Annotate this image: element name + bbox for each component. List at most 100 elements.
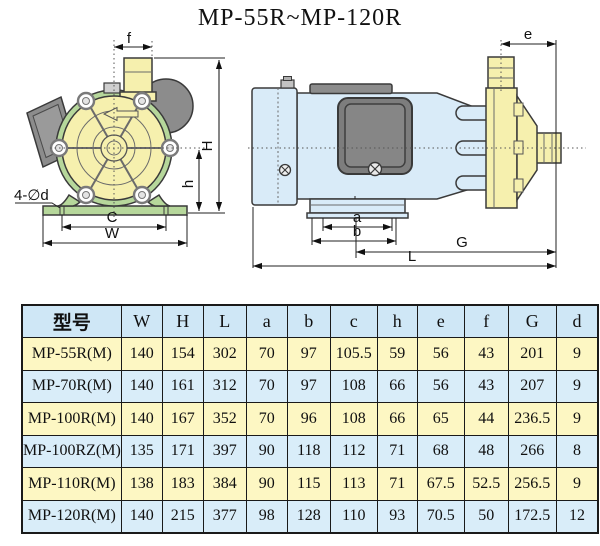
value-cell: 9 — [555, 467, 599, 501]
value-cell: 70 — [245, 369, 288, 403]
value-cell: 59 — [376, 337, 418, 371]
value-cell: 113 — [329, 467, 378, 501]
dim-label-e: e — [524, 28, 532, 43]
value-cell: 70 — [245, 402, 288, 436]
value-cell: 302 — [202, 337, 247, 371]
value-cell: 256.5 — [507, 467, 557, 501]
table-row: MP-120R(M) 140 215 377 98 128 110 93 70.5 50 172.5… — [21, 499, 599, 534]
value-cell: 70 — [245, 337, 288, 371]
inlet-pipe — [534, 132, 562, 164]
table-row: MP-70R(M) 140 161 312 70 97 108 66 56 43 207 9 — [21, 369, 599, 403]
value-cell: 71 — [376, 467, 418, 501]
value-cell: 140 — [120, 402, 163, 436]
value-cell: 352 — [202, 402, 247, 436]
column-header-a: a — [245, 304, 288, 338]
value-cell: 43 — [463, 337, 509, 371]
value-cell: 161 — [161, 369, 204, 403]
value-cell: 43 — [463, 369, 509, 403]
top-plug — [103, 82, 121, 94]
rotation-arrow-icon — [102, 106, 139, 122]
column-header-c: c — [329, 304, 378, 338]
holes-callout: 4-∅d — [14, 187, 49, 204]
value-cell: 110 — [329, 499, 378, 534]
column-header-H: H — [161, 304, 204, 338]
dim-label-C: C — [107, 209, 118, 226]
value-cell: 9 — [555, 402, 599, 436]
value-cell: 215 — [161, 499, 204, 534]
value-cell: 172.5 — [507, 499, 557, 534]
value-cell: 312 — [202, 369, 247, 403]
value-cell: 397 — [202, 434, 247, 468]
value-cell: 236.5 — [507, 402, 557, 436]
value-cell: 138 — [120, 467, 163, 501]
column-header-f: f — [463, 304, 509, 338]
base-wing-left — [57, 193, 82, 207]
model-cell: MP-100R(M) — [21, 402, 122, 436]
value-cell: 118 — [286, 434, 331, 468]
value-cell: 98 — [245, 499, 288, 534]
table-row: MP-100RZ(M) 135 171 397 90 118 112 71 68 48 266 8 — [21, 434, 599, 468]
dim-label-G: G — [456, 234, 468, 251]
value-cell: 135 — [120, 434, 163, 468]
value-cell: 56 — [416, 369, 465, 403]
motor-end-cap — [251, 87, 298, 206]
value-cell: 183 — [161, 467, 204, 501]
value-cell: 108 — [329, 402, 378, 436]
pump-front-view: f H h 4-∅d C W — [14, 30, 225, 247]
value-cell: 96 — [286, 402, 331, 436]
base-wing-right — [146, 193, 171, 207]
value-cell: 140 — [120, 499, 163, 534]
cable-gland — [280, 79, 295, 89]
value-cell: 70.5 — [416, 499, 465, 534]
pump-side-view: e a b G L — [248, 28, 586, 270]
value-cell: 8 — [555, 434, 599, 468]
model-cell: MP-100RZ(M) — [21, 434, 122, 468]
dim-label-L: L — [408, 248, 416, 265]
column-header-model: 型号 — [21, 304, 122, 338]
value-cell: 112 — [329, 434, 378, 468]
value-cell: 68 — [416, 434, 465, 468]
value-cell: 128 — [286, 499, 331, 534]
value-cell: 167 — [161, 402, 204, 436]
table-row: MP-100R(M) 140 167 352 70 96 108 66 65 44 236.5 9 — [21, 402, 599, 436]
foot-sole — [306, 212, 409, 219]
value-cell: 140 — [120, 369, 163, 403]
column-header-G: G — [507, 304, 557, 338]
value-cell: 201 — [507, 337, 557, 371]
value-cell: 171 — [161, 434, 204, 468]
value-cell: 56 — [416, 337, 465, 371]
model-cell: MP-70R(M) — [21, 369, 122, 403]
column-header-d: d — [555, 304, 599, 338]
technical-drawing: f H h 4-∅d C W — [14, 28, 586, 270]
column-header-b: b — [286, 304, 331, 338]
value-cell: 50 — [463, 499, 509, 534]
value-cell: 140 — [120, 337, 163, 371]
value-cell: 90 — [245, 467, 288, 501]
value-cell: 66 — [376, 402, 418, 436]
model-cell: MP-120R(M) — [21, 499, 122, 534]
value-cell: 48 — [463, 434, 509, 468]
terminal-box-screw-icon — [367, 161, 383, 177]
value-cell: 44 — [463, 402, 509, 436]
value-cell: 377 — [202, 499, 247, 534]
column-header-h: h — [376, 304, 418, 338]
dim-label-a: a — [353, 209, 362, 226]
value-cell: 384 — [202, 467, 247, 501]
value-cell: 207 — [507, 369, 557, 403]
value-cell: 93 — [376, 499, 418, 534]
value-cell: 9 — [555, 369, 599, 403]
mounting-base — [42, 205, 188, 216]
value-cell: 71 — [376, 434, 418, 468]
dim-label-h: h — [180, 180, 197, 188]
casing-bolts — [49, 91, 180, 205]
value-cell: 52.5 — [463, 467, 509, 501]
value-cell: 97 — [286, 337, 331, 371]
value-cell: 66 — [376, 369, 418, 403]
model-cell: MP-110R(M) — [21, 467, 122, 501]
value-cell: 90 — [245, 434, 288, 468]
value-cell: 12 — [555, 499, 599, 534]
value-cell: 67.5 — [416, 467, 465, 501]
value-cell: 9 — [555, 337, 599, 371]
